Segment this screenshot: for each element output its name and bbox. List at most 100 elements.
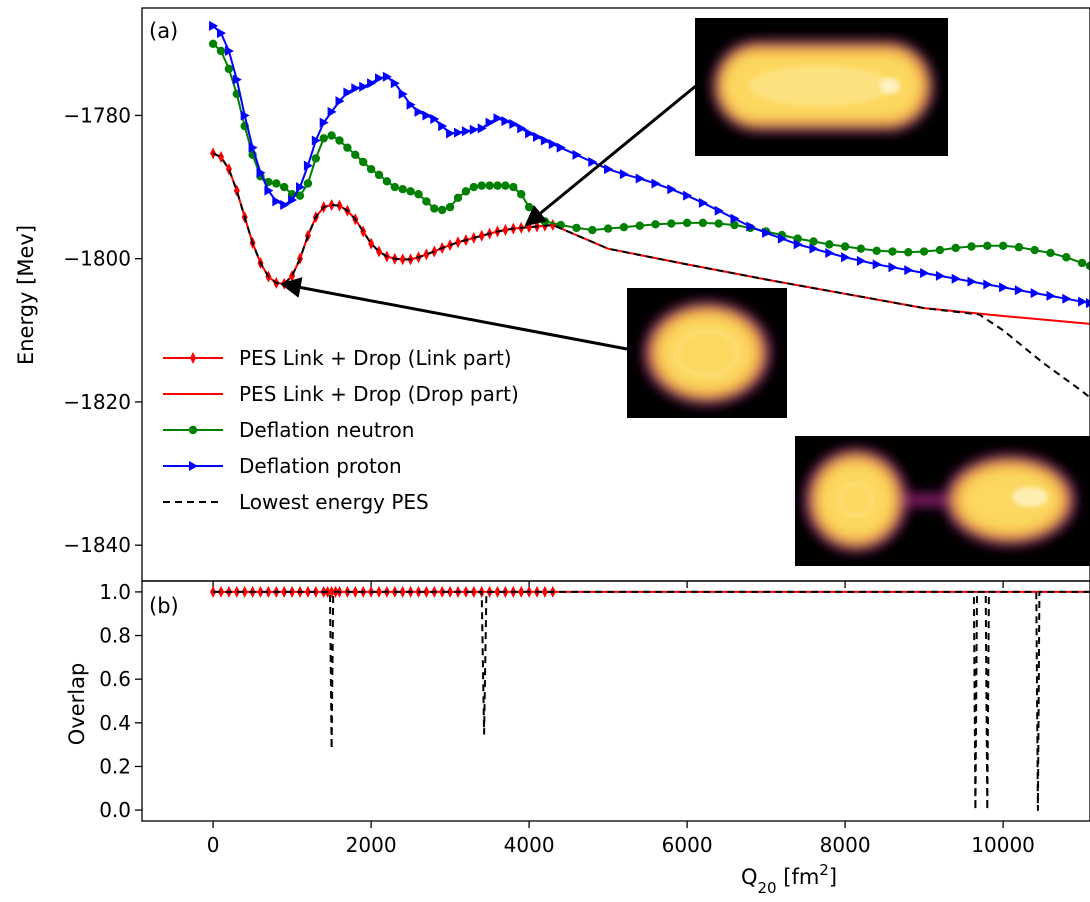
legend-item-1: PES Link + Drop (Drop part)	[163, 382, 519, 406]
energy-series-deflation-proton-marker-78	[1086, 298, 1090, 309]
energy-series-deflation-neutron-marker-42	[540, 217, 550, 226]
overlap-series-group	[210, 585, 1090, 812]
energy-series-deflation-neutron-marker-71	[998, 241, 1008, 250]
energy-series-deflation-neutron-marker-15	[327, 131, 336, 140]
overlap-ytick-label-1: 0.2	[99, 754, 131, 778]
energy-series-deflation-neutron-marker-52	[698, 218, 708, 228]
density-arrow-middle	[279, 277, 628, 351]
energy-series-pes-link-drop-link-part-marker-15	[328, 198, 335, 211]
energy-series-deflation-neutron-marker-65	[904, 248, 913, 257]
energy-series-deflation-proton-marker-72	[999, 282, 1009, 293]
energy-series-deflation-neutron-marker-39	[517, 190, 526, 199]
overlap-series-link-part-overlap-marker-34	[462, 585, 469, 598]
energy-ytick-label-0: −1780	[63, 103, 131, 127]
overlap-xtick-label-5: 10000	[971, 833, 1035, 857]
legend-2-marker-0	[188, 425, 198, 435]
energy-series-deflation-proton-marker-24	[398, 88, 408, 99]
energy-series-deflation-neutron-marker-60	[825, 240, 834, 249]
energy-series-deflation-proton-marker-22	[382, 71, 392, 82]
energy-series-deflation-proton-marker-73	[1014, 285, 1024, 296]
overlap-xtick-label-2: 4000	[504, 833, 555, 857]
energy-series-pes-link-drop-link-part-marker-16	[336, 199, 343, 212]
overlap-series-link-part-overlap-marker-6	[257, 585, 264, 598]
energy-series-deflation-proton-marker-62	[841, 252, 851, 263]
energy-series-deflation-neutron-marker-50	[667, 219, 676, 228]
energy-series-deflation-proton-marker-32	[461, 126, 471, 137]
energy-series-deflation-proton-marker-28	[430, 114, 440, 125]
overlap-series-link-part-overlap-marker-23	[376, 585, 382, 598]
overlap-ytick-label-2: 0.4	[99, 711, 131, 735]
energy-series-deflation-proton-marker-76	[1062, 293, 1072, 304]
energy-series-deflation-proton-marker-37	[501, 116, 511, 127]
energy-series-deflation-neutron-marker-27	[422, 197, 431, 206]
energy-series-pes-link-drop-link-part-marker-0	[210, 147, 217, 160]
legend-0-marker-0	[190, 352, 196, 364]
energy-series-deflation-proton	[209, 20, 1090, 309]
energy-series-deflation-proton-marker-36	[493, 113, 503, 124]
overlap-series-link-part-overlap-marker-26	[399, 585, 406, 598]
energy-series-deflation-neutron-marker-45	[588, 225, 597, 235]
energy-y-ticks: −1780 −1800 −1820 −1840	[63, 103, 142, 557]
overlap-series-link-part-overlap-marker-12	[304, 585, 311, 598]
overlap-xtick-label-3: 6000	[662, 833, 713, 857]
energy-series-deflation-proton-marker-30	[446, 128, 456, 139]
energy-series-deflation-proton-marker-63	[856, 255, 866, 266]
legend-label-3: Deflation proton	[239, 454, 402, 478]
energy-series-deflation-proton-marker-12	[303, 160, 313, 171]
energy-series-deflation-neutron-marker-37	[501, 181, 510, 190]
energy-series-deflation-proton-marker-25	[406, 99, 416, 110]
legend-label-4: Lowest energy PES	[239, 490, 429, 514]
energy-series-deflation-proton-marker-52	[683, 190, 693, 201]
overlap-xtick-label-1: 2000	[346, 833, 397, 857]
energy-series-deflation-neutron-marker-74	[1046, 248, 1055, 258]
energy-y-axis-label: Energy [Mev]	[14, 225, 38, 365]
energy-series-deflation-proton-marker-74	[1030, 288, 1040, 299]
overlap-xtick-label-4: 8000	[820, 833, 871, 857]
energy-series-deflation-proton-marker-56	[746, 221, 756, 232]
energy-series-deflation-proton-marker-48	[619, 169, 629, 180]
energy-series-pes-link-drop-link-part-marker-1	[218, 150, 224, 163]
energy-series-deflation-proton-marker-43	[548, 139, 558, 150]
energy-series-deflation-proton-marker-14	[319, 117, 329, 128]
density-image-elongated	[695, 18, 948, 156]
legend-item-3: Deflation proton	[163, 454, 402, 478]
energy-series-deflation-proton-marker-16	[335, 96, 345, 107]
energy-panel: −1780 −1800 −1820 −1840 (a) Energy [Mev] PE…	[14, 7, 1090, 588]
energy-series-deflation-proton-marker-29	[438, 121, 448, 132]
legend-item-0: PES Link + Drop (Link part)	[163, 346, 512, 370]
energy-series-pes-link-drop-link-part-marker-27	[423, 248, 430, 261]
energy-ytick-label-3: −1840	[63, 533, 131, 557]
energy-series-deflation-proton-marker-39	[517, 123, 527, 134]
energy-series-deflation-neutron-marker-73	[1030, 245, 1039, 255]
energy-ytick-label-2: −1820	[63, 390, 131, 414]
energy-series-deflation-proton-marker-65	[888, 262, 898, 273]
energy-series-deflation-proton-marker-55	[730, 213, 740, 224]
energy-series-deflation-neutron-marker-9	[280, 182, 289, 192]
overlap-y-ticks: 0.0 0.2 0.4 0.6 0.8 1.0	[99, 580, 142, 822]
energy-series-deflation-proton-marker-34	[477, 123, 487, 134]
overlap-x-ticks: 0 2000 4000 6000 8000 10000	[207, 821, 1035, 857]
energy-series-deflation-neutron-marker-53	[714, 219, 723, 228]
energy-series-deflation-neutron-marker-28	[430, 204, 439, 213]
energy-series-deflation-neutron-marker-19	[359, 157, 368, 167]
energy-series-deflation-proton-marker-61	[825, 247, 835, 258]
overlap-series-link-part-overlap-marker-1	[218, 585, 224, 598]
energy-series-deflation-proton-marker-75	[1046, 290, 1056, 301]
energy-series-deflation-proton-marker-77	[1078, 296, 1088, 307]
overlap-plot-frame	[141, 580, 1090, 822]
energy-series-deflation-proton-marker-11	[296, 182, 305, 193]
energy-series-deflation-proton-marker-47	[604, 164, 614, 175]
energy-series-deflation-neutron-marker-14	[319, 134, 328, 143]
energy-series-deflation-neutron-marker-29	[438, 205, 447, 215]
energy-series-deflation-proton-marker-27	[422, 110, 432, 121]
energy-series-deflation-proton-marker-64	[872, 259, 882, 270]
overlap-ytick-label-5: 1.0	[99, 580, 131, 604]
energy-series-deflation-proton-marker-51	[667, 184, 677, 195]
overlap-series-link-part-overlap-marker-7	[265, 585, 272, 598]
energy-series-deflation-proton-marker-69	[951, 273, 961, 284]
energy-series-deflation-proton-marker-2	[224, 45, 234, 56]
panel-label-b: (b)	[149, 594, 179, 618]
energy-series-deflation-neutron-marker-48	[635, 221, 644, 230]
energy-series-deflation-proton-marker-21	[375, 73, 384, 84]
energy-series-deflation-proton-marker-0	[209, 20, 219, 31]
